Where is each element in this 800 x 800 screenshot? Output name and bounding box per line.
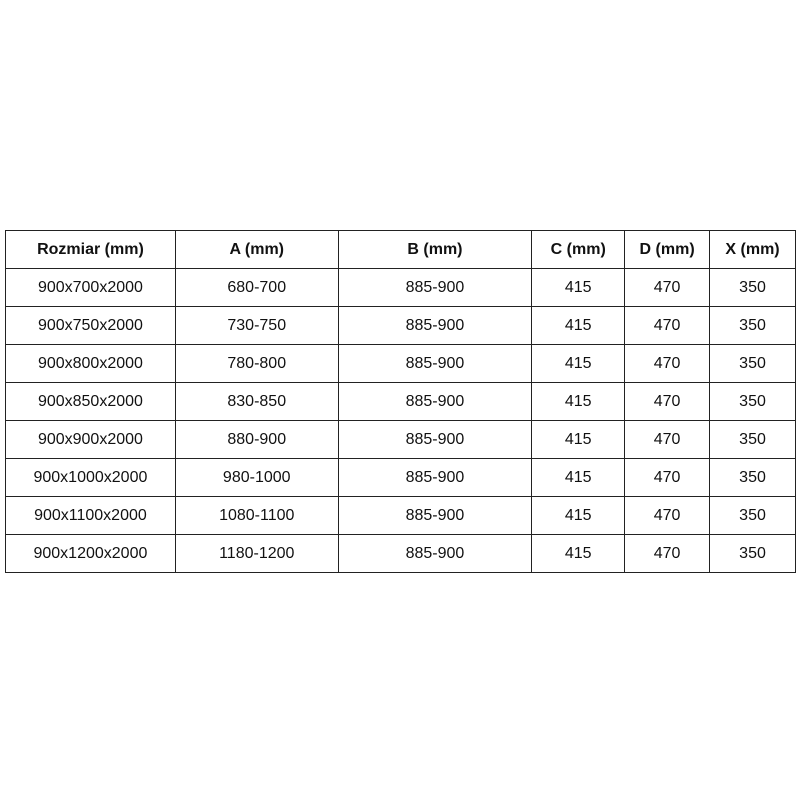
table-cell: 880-900 — [174, 420, 339, 459]
table-cell: 470 — [624, 458, 711, 497]
column-header: Rozmiar (mm) — [5, 230, 176, 269]
header-row: Rozmiar (mm) A (mm) B (mm) C (mm) D (mm) X (m… — [5, 230, 796, 269]
table-cell: 980-1000 — [174, 458, 339, 497]
table-cell: 415 — [531, 420, 626, 459]
table-cell: 885-900 — [337, 420, 533, 459]
table-cell: 900x900x2000 — [5, 420, 176, 459]
table-cell: 900x1200x2000 — [5, 534, 176, 573]
table-cell: 470 — [624, 420, 711, 459]
table-cell: 885-900 — [337, 382, 533, 421]
column-header: A (mm) — [174, 230, 339, 269]
table-cell: 885-900 — [337, 306, 533, 345]
dimensions-table: Rozmiar (mm) A (mm) B (mm) C (mm) D (mm) X (m… — [5, 230, 796, 573]
table-cell: 470 — [624, 496, 711, 535]
table-row: 900x750x2000 730-750 885-900 415 470 350 — [5, 306, 796, 345]
table-cell: 830-850 — [174, 382, 339, 421]
column-header: D (mm) — [624, 230, 711, 269]
table-cell: 415 — [531, 458, 626, 497]
table-row: 900x1000x2000 980-1000 885-900 415 470 350 — [5, 458, 796, 497]
table-cell: 350 — [709, 458, 796, 497]
table-cell: 885-900 — [337, 458, 533, 497]
table-row: 900x1200x2000 1180-1200 885-900 415 470 350 — [5, 534, 796, 573]
column-header: B (mm) — [337, 230, 533, 269]
table-cell: 470 — [624, 534, 711, 573]
table-cell: 885-900 — [337, 344, 533, 383]
table-cell: 470 — [624, 382, 711, 421]
table-cell: 900x1000x2000 — [5, 458, 176, 497]
table-cell: 350 — [709, 268, 796, 307]
table-cell: 885-900 — [337, 268, 533, 307]
table-cell: 680-700 — [174, 268, 339, 307]
table-cell: 900x700x2000 — [5, 268, 176, 307]
column-header: X (mm) — [709, 230, 796, 269]
table-cell: 470 — [624, 268, 711, 307]
table-cell: 900x850x2000 — [5, 382, 176, 421]
table-cell: 415 — [531, 306, 626, 345]
table-cell: 350 — [709, 382, 796, 421]
table-cell: 885-900 — [337, 534, 533, 573]
table-cell: 415 — [531, 268, 626, 307]
table-cell: 350 — [709, 496, 796, 535]
table-cell: 415 — [531, 382, 626, 421]
table-cell: 780-800 — [174, 344, 339, 383]
column-header: C (mm) — [531, 230, 626, 269]
table-cell: 900x1100x2000 — [5, 496, 176, 535]
table-cell: 900x800x2000 — [5, 344, 176, 383]
table-cell: 1080-1100 — [174, 496, 339, 535]
table-row: 900x800x2000 780-800 885-900 415 470 350 — [5, 344, 796, 383]
table-cell: 885-900 — [337, 496, 533, 535]
table-cell: 470 — [624, 344, 711, 383]
table-row: 900x900x2000 880-900 885-900 415 470 350 — [5, 420, 796, 459]
table-cell: 415 — [531, 534, 626, 573]
table-row: 900x1100x2000 1080-1100 885-900 415 470 350 — [5, 496, 796, 535]
table-cell: 730-750 — [174, 306, 339, 345]
table-cell: 350 — [709, 306, 796, 345]
table-cell: 415 — [531, 344, 626, 383]
table-cell: 350 — [709, 534, 796, 573]
table-cell: 1180-1200 — [174, 534, 339, 573]
table-row: 900x700x2000 680-700 885-900 415 470 350 — [5, 268, 796, 307]
table-row: 900x850x2000 830-850 885-900 415 470 350 — [5, 382, 796, 421]
table-cell: 350 — [709, 420, 796, 459]
table-cell: 900x750x2000 — [5, 306, 176, 345]
table-cell: 350 — [709, 344, 796, 383]
table-cell: 415 — [531, 496, 626, 535]
table-cell: 470 — [624, 306, 711, 345]
